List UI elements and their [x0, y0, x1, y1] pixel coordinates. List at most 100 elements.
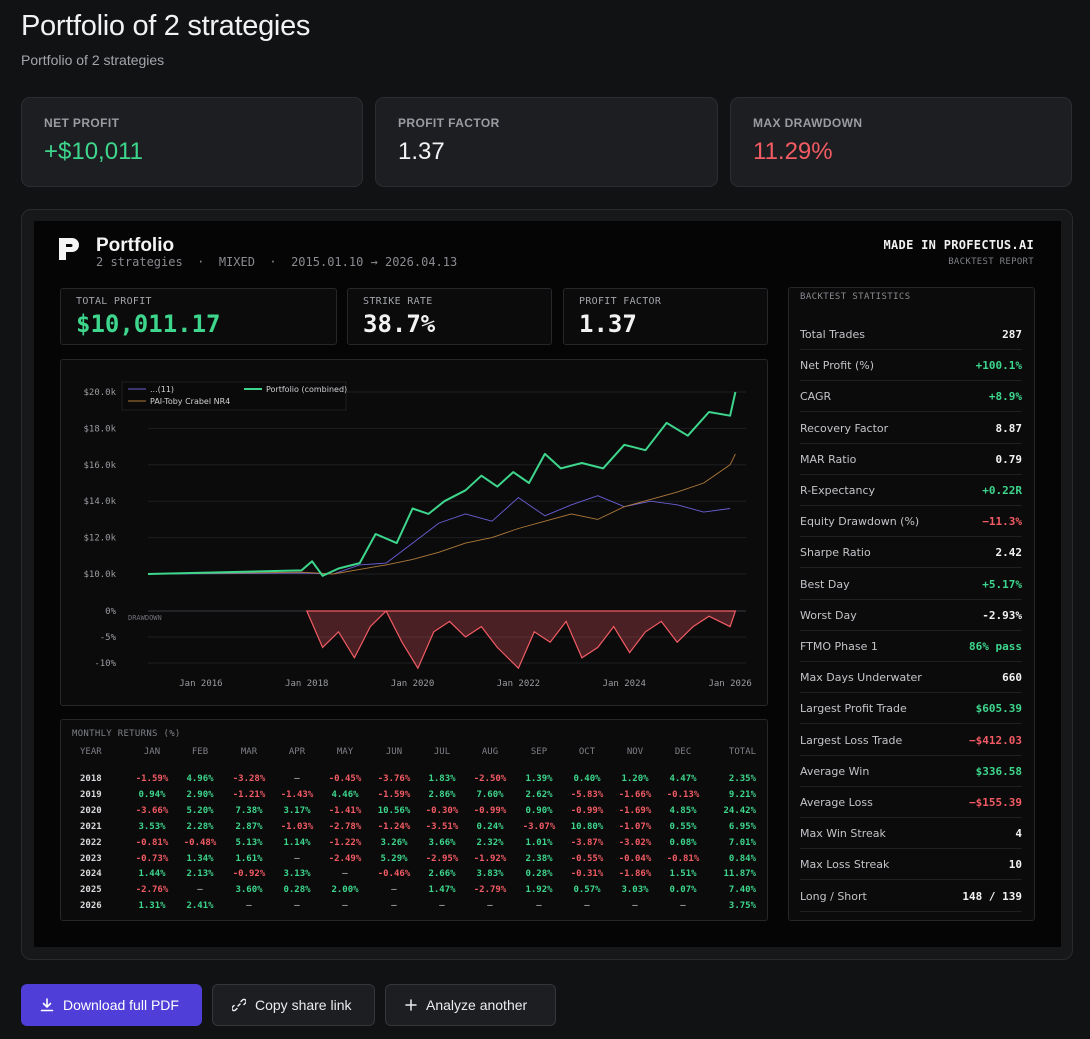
- card-value: 11.29%: [753, 138, 833, 165]
- stat-value: $605.39: [975, 702, 1022, 716]
- page-title: Portfolio of 2 strategies: [21, 10, 311, 42]
- card-label: NET PROFIT: [44, 116, 120, 130]
- monthly-year: 2018: [80, 774, 102, 784]
- monthly-header: FEB: [191, 747, 209, 757]
- copy-share-link-button[interactable]: Copy share link: [212, 984, 375, 1026]
- monthly-cell: 0.07%: [669, 885, 697, 896]
- monthly-cell: 2.32%: [476, 837, 504, 848]
- monthly-cell: -0.81%: [135, 837, 169, 848]
- stat-label: Recovery Factor: [800, 421, 889, 435]
- monthly-header: JUN: [385, 747, 403, 757]
- monthly-cell: -1.92%: [473, 853, 507, 864]
- monthly-cell: -0.48%: [183, 837, 217, 848]
- monthly-cell: 7.38%: [235, 805, 263, 816]
- total-profit-kpi: TOTAL PROFIT $10,011.17: [60, 288, 337, 345]
- download-pdf-button[interactable]: Download full PDF: [21, 984, 202, 1026]
- monthly-cell: 4.96%: [186, 774, 214, 784]
- report-subtitle: 2 strategies · MIXED · 2015.01.10 → 2026…: [96, 255, 458, 269]
- monthly-cell: -1.66%: [618, 789, 652, 800]
- drawdown-area: [305, 609, 737, 670]
- monthly-cell: 3.83%: [476, 869, 504, 880]
- monthly-cell: 2.35%: [728, 774, 756, 784]
- stat-label: CAGR: [800, 390, 832, 404]
- statistics-title: BACKTEST STATISTICS: [800, 292, 911, 302]
- monthly-cell: 11.87%: [723, 869, 756, 880]
- monthly-cell: —: [294, 901, 300, 912]
- dd-tick-label: 0%: [105, 607, 116, 617]
- stat-row: Max Win Streak 4: [800, 818, 1022, 850]
- monthly-cell: 3.17%: [283, 805, 311, 816]
- monthly-cell: —: [632, 901, 638, 912]
- monthly-cell: 0.57%: [573, 885, 601, 896]
- stat-row: Largest Profit Trade $605.39: [800, 693, 1022, 725]
- monthly-cell: 5.20%: [186, 805, 214, 816]
- monthly-cell: -0.04%: [618, 853, 652, 864]
- monthly-cell: 3.13%: [283, 869, 311, 880]
- monthly-header: NOV: [626, 747, 644, 757]
- profit-factor-card: PROFIT FACTOR 1.37: [375, 97, 718, 187]
- stat-label: Best Day: [800, 577, 850, 591]
- equity-chart-panel: [60, 359, 768, 706]
- stat-value: 8.87: [995, 421, 1023, 435]
- stat-row: Average Loss −$155.39: [800, 787, 1022, 818]
- drawdown-label: DRAWDOWN: [128, 614, 162, 622]
- y-tick-label: $10.0k: [83, 570, 116, 580]
- monthly-cell: -5.83%: [570, 789, 604, 800]
- monthly-cell: -1.24%: [377, 821, 411, 832]
- stat-label: Largest Profit Trade: [800, 702, 907, 716]
- monthly-cell: 7.40%: [728, 885, 756, 896]
- monthly-year: 2024: [80, 869, 102, 880]
- legend-label: PAI-Toby Crabel NR4: [150, 397, 230, 406]
- monthly-cell: 2.13%: [186, 869, 214, 880]
- monthly-cell: 1.01%: [525, 837, 553, 848]
- card-label: PROFIT FACTOR: [398, 116, 500, 130]
- stat-label: Max Loss Streak: [800, 858, 890, 872]
- card-label: MAX DRAWDOWN: [753, 116, 863, 130]
- backtest-report-label: BACKTEST REPORT: [948, 257, 1034, 267]
- stat-row: FTMO Phase 1 86% pass: [800, 631, 1022, 662]
- monthly-cell: 7.60%: [476, 789, 504, 800]
- stat-row: R-Expectancy +0.22R: [800, 475, 1022, 506]
- monthly-cell: -0.81%: [666, 853, 700, 864]
- monthly-cell: 1.51%: [669, 869, 697, 880]
- monthly-header: TOTAL: [728, 747, 756, 757]
- made-in-label: MADE IN PROFECTUS.AI: [883, 238, 1034, 252]
- page-subtitle: Portfolio of 2 strategies: [21, 52, 165, 68]
- kpi-label: STRIKE RATE: [363, 296, 433, 307]
- monthly-cell: -3.07%: [522, 821, 556, 832]
- dd-tick-label: -5%: [100, 633, 117, 643]
- legend-box: [121, 381, 347, 411]
- report-profit-factor-kpi: PROFIT FACTOR 1.37: [563, 288, 768, 345]
- monthly-cell: -2.49%: [328, 853, 362, 864]
- analyze-another-label: Analyze another: [426, 997, 528, 1013]
- monthly-cell: -2.78%: [328, 821, 362, 832]
- monthly-header: DEC: [674, 747, 692, 757]
- analyze-another-button[interactable]: Analyze another: [385, 984, 556, 1026]
- monthly-cell: -1.03%: [280, 821, 314, 832]
- monthly-cell: -3.02%: [618, 837, 652, 848]
- monthly-cell: -0.55%: [570, 853, 604, 864]
- monthly-cell: 3.66%: [428, 837, 456, 848]
- monthly-cell: 2.66%: [428, 869, 456, 880]
- monthly-cell: -0.73%: [135, 853, 169, 864]
- monthly-returns-panel: [60, 719, 768, 921]
- strike-rate-kpi: STRIKE RATE 38.7%: [347, 288, 552, 345]
- monthly-cell: 3.60%: [235, 885, 263, 896]
- monthly-cell: 1.14%: [283, 837, 311, 848]
- monthly-header: AUG: [481, 747, 499, 757]
- stat-value: −$155.39: [969, 796, 1022, 809]
- monthly-cell: -3.87%: [570, 837, 604, 848]
- monthly-cell: -0.30%: [425, 805, 459, 816]
- legend-label: Portfolio (combined): [266, 385, 347, 394]
- y-tick-label: $18.0k: [83, 424, 116, 434]
- dd-tick-label: -10%: [94, 659, 116, 669]
- monthly-cell: -1.69%: [618, 805, 652, 816]
- monthly-cell: 5.29%: [380, 853, 408, 864]
- monthly-cell: -1.41%: [328, 805, 362, 816]
- download-pdf-label: Download full PDF: [63, 997, 179, 1013]
- monthly-cell: —: [487, 901, 493, 912]
- stat-label: Net Profit (%): [800, 359, 875, 373]
- stat-value: 10: [1008, 858, 1022, 872]
- monthly-cell: —: [197, 885, 203, 896]
- monthly-cell: 1.31%: [138, 901, 166, 912]
